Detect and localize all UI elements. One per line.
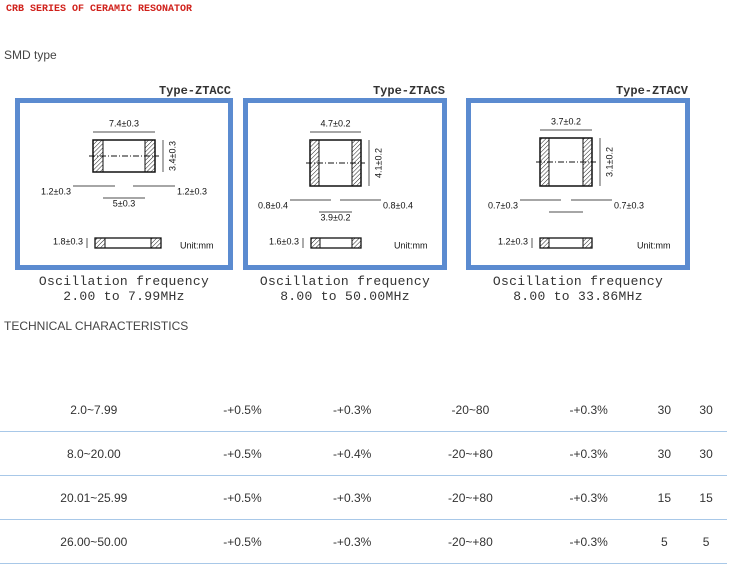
table-cell: 30 bbox=[643, 388, 686, 432]
table-cell: -+0.3% bbox=[297, 388, 407, 432]
spec-table: 2.0~7.99 -+0.5% -+0.3% -20~80 -+0.3% 30 30 8.0~… bbox=[0, 346, 727, 564]
dimension-label: 1.6±0.3 bbox=[269, 236, 299, 246]
dimension-label: 1.2±0.3 bbox=[498, 236, 528, 246]
diagram: Frequency Range (MHz)Frequency Accuracy … bbox=[258, 118, 428, 250]
dimension-label: 1.2±0.3 bbox=[177, 186, 207, 196]
page-title: CRB SERIES OF CERAMIC RESONATOR bbox=[6, 4, 193, 15]
table-cell: 15 bbox=[685, 475, 727, 520]
table-cell: -+0.3% bbox=[533, 519, 644, 564]
table-cell: 20.01~25.99 bbox=[0, 475, 188, 520]
subtitle: SMD type bbox=[4, 48, 57, 62]
side-terminal bbox=[150, 237, 162, 249]
table-cell: 5 bbox=[685, 519, 727, 564]
panel: C1(pF)C2(pF)3.7±0.23.1±0.20.7±0.30.7±0.3… bbox=[466, 98, 690, 270]
page: CRB SERIES OF CERAMIC RESONATOR SMD type… bbox=[0, 4, 727, 564]
side-terminal bbox=[310, 237, 321, 249]
diagram: 7.4±0.3 3.4±0.3 1.2±0.3 1.2±0.3 5±0.3 1.8±0.3… bbox=[41, 118, 214, 250]
table-cell: 30 bbox=[685, 431, 727, 476]
table-cell: -+0.4% bbox=[297, 431, 407, 476]
freq-range: 8.00 to 50.00MHz bbox=[280, 289, 410, 304]
table-cell: 5 bbox=[643, 519, 686, 564]
freq-range: 2.00 to 7.99MHz bbox=[63, 289, 185, 304]
panel-type: Type-ZTACC bbox=[158, 84, 231, 98]
table-cell: -20~+80 bbox=[406, 475, 534, 520]
side-terminal bbox=[351, 237, 362, 249]
dimension-label: Unit:mm bbox=[394, 240, 428, 250]
dimension-label: 0.7±0.3 bbox=[488, 200, 518, 210]
dimension-label: 3.9±0.2 bbox=[321, 212, 351, 222]
dimension-label: 3.1±0.2 bbox=[604, 147, 614, 177]
table-cell: -+0.5% bbox=[187, 431, 298, 476]
table-cell: -20~+80 bbox=[406, 519, 534, 564]
table-row: 26.00~50.00 -+0.5% -+0.3% -20~+80 -+0.3% 5 5 bbox=[0, 519, 727, 564]
table-cell: -20~80 bbox=[406, 388, 534, 432]
table-cell: 30 bbox=[685, 388, 727, 432]
table-row: 2.0~7.99 -+0.5% -+0.3% -20~80 -+0.3% 30 30 bbox=[0, 388, 727, 432]
table-cell: 26.00~50.00 bbox=[0, 519, 188, 564]
table-cell: 2.0~7.99 bbox=[0, 388, 188, 432]
table-cell: -20~+80 bbox=[406, 431, 534, 476]
freq-label: Oscillation frequency bbox=[38, 274, 210, 289]
dimension-label: 5±0.3 bbox=[113, 198, 135, 208]
section-title: TECHNICAL CHARACTERISTICS bbox=[4, 319, 189, 333]
panel: Frequency Range (MHz)Frequency Accuracy … bbox=[243, 98, 447, 270]
panel-type: Type-ZTACV bbox=[615, 84, 688, 98]
side-terminal bbox=[539, 237, 550, 249]
table-cell: -+0.3% bbox=[297, 475, 407, 520]
table-cell: 8.0~20.00 bbox=[0, 431, 188, 476]
dimension-label: 1.2±0.3 bbox=[41, 186, 71, 196]
dimension-label: 4.7±0.2 bbox=[321, 118, 351, 128]
table-cell: -+0.3% bbox=[533, 475, 644, 520]
dimension-label: 3.4±0.3 bbox=[167, 141, 177, 171]
dimension-label: Unit:mm bbox=[637, 240, 671, 250]
side-terminal bbox=[94, 237, 106, 249]
side-terminal bbox=[582, 237, 593, 249]
table-cell: 30 bbox=[643, 431, 686, 476]
freq-range: 8.00 to 33.86MHz bbox=[513, 289, 643, 304]
table-cell: -+0.5% bbox=[187, 519, 298, 564]
table-cell: -+0.5% bbox=[187, 388, 298, 432]
panel-type: Type-ZTACS bbox=[372, 84, 445, 98]
dimension-label: 0.8±0.4 bbox=[258, 200, 288, 210]
table-cell: -+0.3% bbox=[297, 519, 407, 564]
table-cell: -+0.3% bbox=[533, 388, 644, 432]
dimension-label: 1.8±0.3 bbox=[53, 236, 83, 246]
diagram: C1(pF)C2(pF)3.7±0.23.1±0.20.7±0.30.7±0.3… bbox=[488, 116, 671, 250]
freq-label: Oscillation frequency bbox=[492, 274, 664, 289]
dimension-label: Unit:mm bbox=[180, 240, 214, 250]
table-cell: -+0.3% bbox=[533, 431, 644, 476]
table-cell: 15 bbox=[643, 475, 686, 520]
dimension-label: 0.8±0.4 bbox=[383, 200, 413, 210]
freq-label: Oscillation frequency bbox=[259, 274, 431, 289]
dimension-label: 4.1±0.2 bbox=[373, 148, 383, 178]
dimension-label: 7.4±0.3 bbox=[109, 118, 139, 128]
table-cell: -+0.5% bbox=[187, 475, 298, 520]
table-row: 8.0~20.00 -+0.5% -+0.4% -20~+80 -+0.3% 30 30 bbox=[0, 431, 727, 476]
dimension-label: 0.7±0.3 bbox=[614, 200, 644, 210]
table-row: 20.01~25.99 -+0.5% -+0.3% -20~+80 -+0.3% 15 15 bbox=[0, 475, 727, 520]
panel: 7.4±0.3 3.4±0.3 1.2±0.3 1.2±0.3 5±0.3 1.8±0.3… bbox=[15, 98, 233, 270]
dimension-label: 3.7±0.2 bbox=[551, 116, 581, 126]
